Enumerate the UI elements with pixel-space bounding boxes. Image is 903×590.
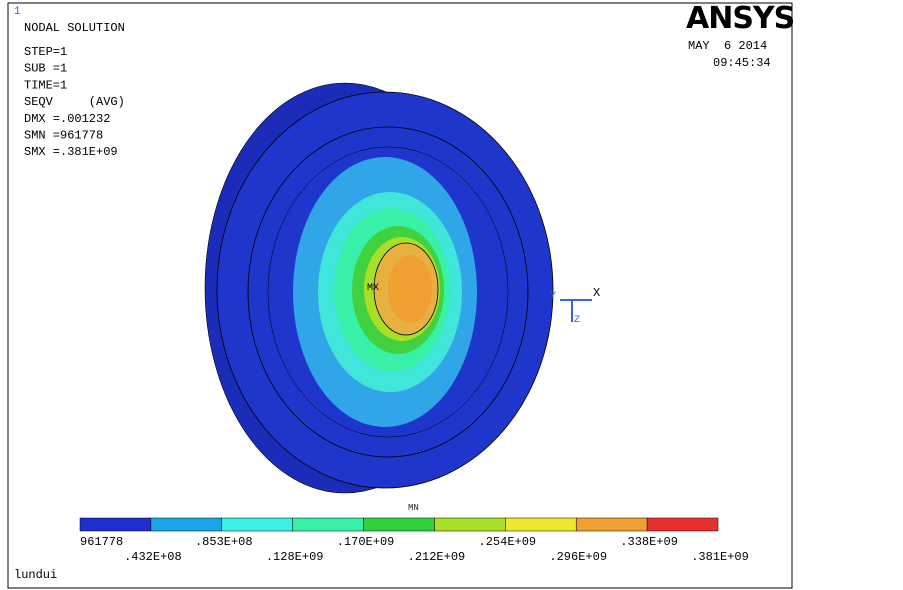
legend-label: .338E+09 [620,535,678,549]
legend-label: .296E+09 [549,550,607,564]
legend-swatch [363,517,435,532]
legend-label: .432E+08 [124,550,182,564]
legend-label: .381E+09 [691,550,749,564]
triad-x: X [593,286,600,300]
legend-label: .212E+09 [408,550,466,564]
time: 09:45:34 [713,56,771,70]
footer-title: lundui [14,568,57,582]
triad-z: Z [574,315,580,326]
date: MAY 6 2014 [688,39,767,53]
info-line: SMN =961778 [24,129,103,143]
model [204,82,554,494]
legend-label: .254E+09 [479,535,537,549]
legend-label: .128E+09 [266,550,324,564]
info-line: DMX =.001232 [24,112,110,126]
legend-label: .853E+08 [195,535,253,549]
info-line: STEP=1 [24,45,67,59]
info-line: SUB =1 [24,62,67,76]
legend-swatch [292,517,364,532]
legend-swatch [79,517,152,532]
contour-legend: 961778.432E+08 .853E+08 .128E+09 .170E+09 .2… [79,517,749,564]
min-marker: MN [408,503,419,513]
legend-swatch [221,517,293,532]
info-line: SEQV (AVG) [24,95,125,109]
legend-swatch [434,517,506,532]
legend-swatch [575,517,648,532]
legend-swatch [150,517,223,532]
legend-swatch [646,517,719,532]
logo: ANSYS [686,1,794,36]
max-marker: MX [367,283,379,294]
legend-swatch [505,517,577,532]
window-number: 1 [14,6,21,18]
info-line: SMX =.381E+09 [24,145,118,159]
info-line: TIME=1 [24,78,67,92]
triad [560,299,592,322]
info-block: NODAL SOLUTION STEP=1 SUB =1 TIME=1 SEQV (AV… [24,21,125,159]
info-line: NODAL SOLUTION [24,21,125,35]
triad-y: Y [550,291,556,302]
legend-label: 961778 [80,535,123,549]
legend-label: .170E+09 [337,535,395,549]
